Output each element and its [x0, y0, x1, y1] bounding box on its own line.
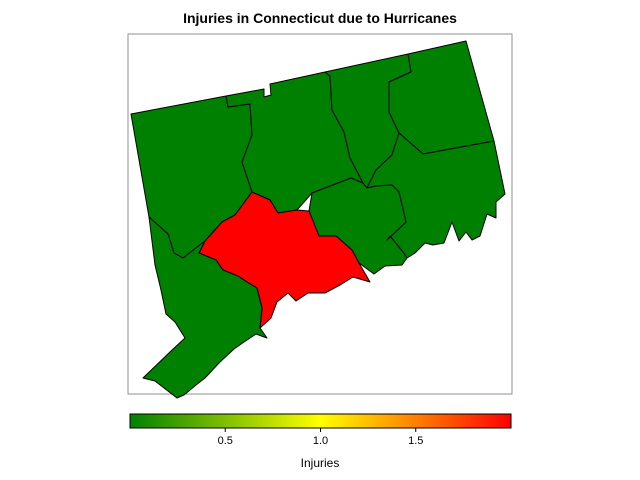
county-middlesex[interactable] [308, 177, 408, 275]
legend-tick-label: 1.5 [408, 435, 424, 447]
map-frame [127, 33, 513, 395]
legend-tick-label: 1.0 [312, 435, 329, 447]
legend-tick-label: 0.5 [217, 435, 233, 447]
county-fairfield[interactable] [142, 216, 268, 399]
legend-title: Injuries [300, 456, 340, 470]
map-title: Injuries in Connecticut due to Hurricane… [183, 10, 457, 26]
color-ramp-legend [129, 413, 512, 429]
